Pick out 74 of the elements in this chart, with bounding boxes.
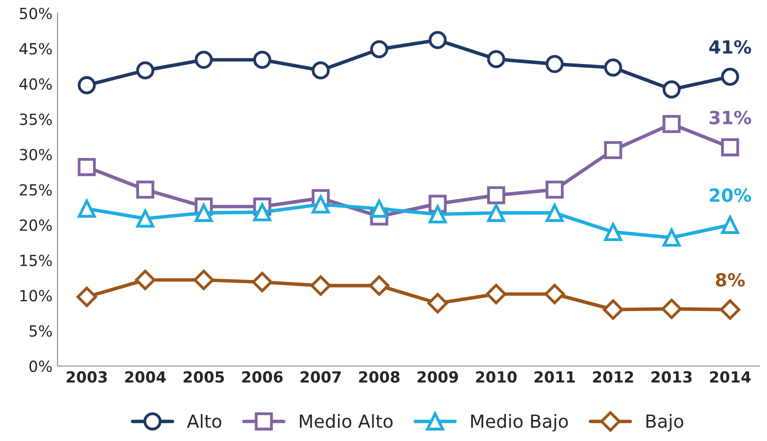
point <box>78 158 96 176</box>
point <box>544 284 565 304</box>
point <box>662 114 681 134</box>
point <box>602 299 624 320</box>
x-tick-label: 2005 <box>184 371 224 383</box>
point <box>487 204 506 222</box>
point <box>487 50 506 68</box>
legend-label: Bajo <box>646 414 684 432</box>
point <box>487 186 506 204</box>
point <box>428 205 447 224</box>
point <box>604 58 622 77</box>
point <box>252 272 272 292</box>
legend-label: Medio Bajo <box>471 414 568 432</box>
point <box>427 293 448 314</box>
x-tick-label: 2004 <box>125 371 166 383</box>
x-tick-label: 2003 <box>66 371 107 383</box>
point <box>720 299 740 320</box>
y-tick-label: 30% <box>20 148 52 160</box>
point <box>78 200 96 218</box>
annotation: 20% <box>710 188 752 202</box>
point <box>661 298 682 320</box>
point <box>546 180 564 199</box>
point <box>604 141 622 160</box>
x-tick-label: 2011 <box>534 371 575 383</box>
y-tick-label: 25% <box>20 184 52 196</box>
x-tick-label: 2007 <box>300 371 341 383</box>
y-tick-label: 5% <box>30 325 52 337</box>
point <box>310 275 331 296</box>
y-tick-label: 40% <box>19 78 52 90</box>
annotation: 41% <box>709 40 752 54</box>
x-tick-label: 2008 <box>359 371 400 383</box>
point <box>662 228 681 247</box>
y-tick-label: 45% <box>19 42 52 55</box>
point <box>135 270 156 290</box>
point <box>370 40 388 58</box>
x-tick-label: 2012 <box>593 371 634 383</box>
x-tick-label: 2009 <box>418 371 458 383</box>
point <box>368 275 390 296</box>
point <box>76 286 97 308</box>
point <box>604 222 622 241</box>
point <box>721 216 740 234</box>
y-tick-label: 15% <box>20 254 52 266</box>
point <box>136 180 154 199</box>
x-tick-label: 2010 <box>476 371 517 383</box>
y-tick-label: 0% <box>29 360 52 372</box>
point <box>721 138 740 156</box>
legend-label: Medio Alto <box>300 414 393 428</box>
point <box>312 61 330 80</box>
point <box>662 80 681 98</box>
y-tick-label: 50% <box>20 8 52 20</box>
point <box>486 284 506 304</box>
point <box>546 204 564 222</box>
x-tick-label: 2013 <box>652 371 692 383</box>
y-tick-label: 10% <box>20 290 52 302</box>
annotation: 31% <box>710 110 752 124</box>
point <box>312 195 330 214</box>
point <box>194 204 213 222</box>
y-tick-label: 35% <box>20 114 52 126</box>
point <box>721 68 740 86</box>
x-tick-label: 2014 <box>710 371 751 383</box>
y-tick-label: 20% <box>20 219 52 231</box>
point <box>253 203 272 222</box>
point <box>194 50 213 69</box>
point <box>136 61 154 80</box>
annotation: 8% <box>716 272 745 287</box>
point <box>428 31 447 50</box>
point <box>546 55 564 74</box>
point <box>136 210 154 228</box>
point <box>370 200 388 218</box>
point <box>253 50 272 69</box>
point <box>194 270 214 290</box>
legend-label: Alto <box>186 414 222 428</box>
x-tick-label: 2006 <box>242 371 283 383</box>
point <box>78 76 96 94</box>
